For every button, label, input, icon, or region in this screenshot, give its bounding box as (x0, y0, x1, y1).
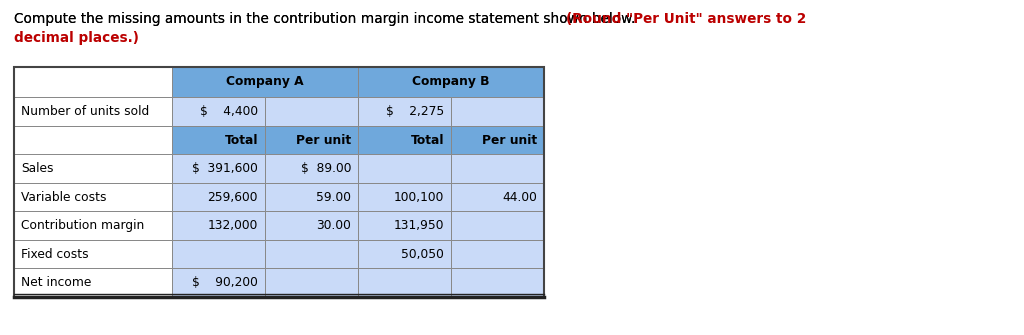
Bar (265, 183, 358, 211)
Bar (172, 183, 265, 211)
Text: Number of units sold: Number of units sold (22, 105, 150, 118)
Bar (14, 183, 172, 211)
Bar (358, 183, 451, 211)
Text: Company A: Company A (226, 75, 304, 88)
Text: Per unit: Per unit (482, 134, 537, 147)
Bar (172, 211, 265, 240)
Text: (Round "Per Unit" answers to 2: (Round "Per Unit" answers to 2 (566, 11, 806, 25)
Text: 59.00: 59.00 (316, 191, 351, 204)
Bar (451, 211, 544, 240)
Bar (451, 240, 544, 268)
Text: Contribution margin: Contribution margin (22, 219, 144, 232)
Text: Compute the missing amounts in the contribution margin income statement shown be: Compute the missing amounts in the contr… (14, 11, 640, 25)
Bar (265, 211, 358, 240)
Text: $    2,275: $ 2,275 (386, 105, 444, 118)
Text: 30.00: 30.00 (316, 219, 351, 232)
Text: Compute the missing amounts in the contribution margin income statement shown be: Compute the missing amounts in the contr… (14, 11, 640, 25)
Bar (172, 67, 358, 96)
Text: Sales: Sales (22, 162, 53, 175)
Text: Fixed costs: Fixed costs (22, 248, 89, 261)
Bar (265, 240, 358, 268)
Bar (14, 211, 172, 240)
Bar (172, 126, 265, 154)
Bar (14, 240, 172, 268)
Bar (172, 154, 265, 183)
Text: Total: Total (224, 134, 258, 147)
Text: decimal places.): decimal places.) (14, 31, 139, 45)
Bar (358, 67, 544, 96)
Text: 100,100: 100,100 (393, 191, 444, 204)
Bar (14, 126, 172, 154)
Bar (358, 126, 451, 154)
Text: Total: Total (411, 134, 444, 147)
Bar (451, 126, 544, 154)
Text: $    4,400: $ 4,400 (200, 105, 258, 118)
Bar (14, 67, 544, 297)
Bar (451, 183, 544, 211)
Bar (14, 96, 172, 126)
Bar (172, 96, 265, 126)
Text: $  391,600: $ 391,600 (193, 162, 258, 175)
Text: $  89.00: $ 89.00 (300, 162, 351, 175)
Bar (358, 268, 451, 297)
Text: 131,950: 131,950 (393, 219, 444, 232)
Bar (451, 154, 544, 183)
Bar (265, 126, 358, 154)
Bar (265, 154, 358, 183)
Text: Company B: Company B (413, 75, 489, 88)
Bar (172, 240, 265, 268)
Bar (14, 268, 172, 297)
Text: 132,000: 132,000 (208, 219, 258, 232)
Bar (451, 268, 544, 297)
Text: 50,050: 50,050 (401, 248, 444, 261)
Bar (172, 268, 265, 297)
Text: 259,600: 259,600 (208, 191, 258, 204)
Text: 44.00: 44.00 (502, 191, 537, 204)
Bar (358, 96, 451, 126)
Text: Variable costs: Variable costs (22, 191, 106, 204)
Text: Net income: Net income (22, 276, 91, 289)
Text: Per unit: Per unit (296, 134, 351, 147)
Bar (358, 211, 451, 240)
Bar (14, 67, 172, 96)
Text: $    90,200: $ 90,200 (193, 276, 258, 289)
Bar (358, 240, 451, 268)
Bar (358, 154, 451, 183)
Bar (451, 96, 544, 126)
Bar (265, 268, 358, 297)
Bar (265, 96, 358, 126)
Bar (14, 154, 172, 183)
